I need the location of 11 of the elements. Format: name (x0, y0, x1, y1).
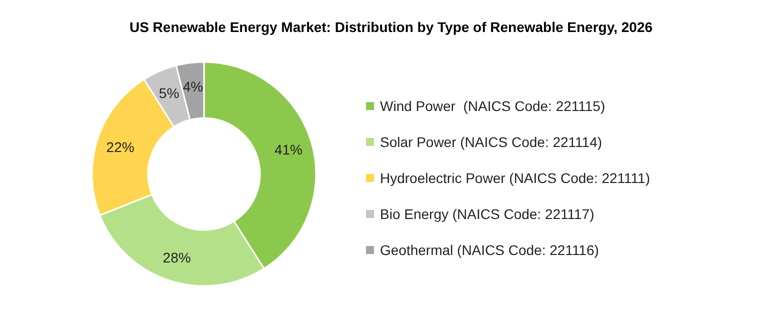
data-label: 4% (182, 78, 204, 95)
legend-label: Hydroelectric Power (NAICS Code: 221111) (380, 170, 650, 186)
chart-title: US Renewable Energy Market: Distribution by Type of Renewable Energy, 2026 (129, 19, 653, 35)
legend-label: Geothermal (NAICS Code: 221116) (380, 242, 599, 258)
legend-label: Bio Energy (NAICS Code: 221117) (380, 206, 594, 222)
legend-label: Wind Power (NAICS Code: 221115) (380, 98, 606, 114)
legend-label: Solar Power (NAICS Code: 221114) (380, 134, 602, 150)
data-label: 41% (274, 141, 303, 158)
data-label: 22% (106, 138, 134, 155)
data-label: 5% (158, 85, 180, 102)
data-label: 28% (162, 250, 191, 266)
